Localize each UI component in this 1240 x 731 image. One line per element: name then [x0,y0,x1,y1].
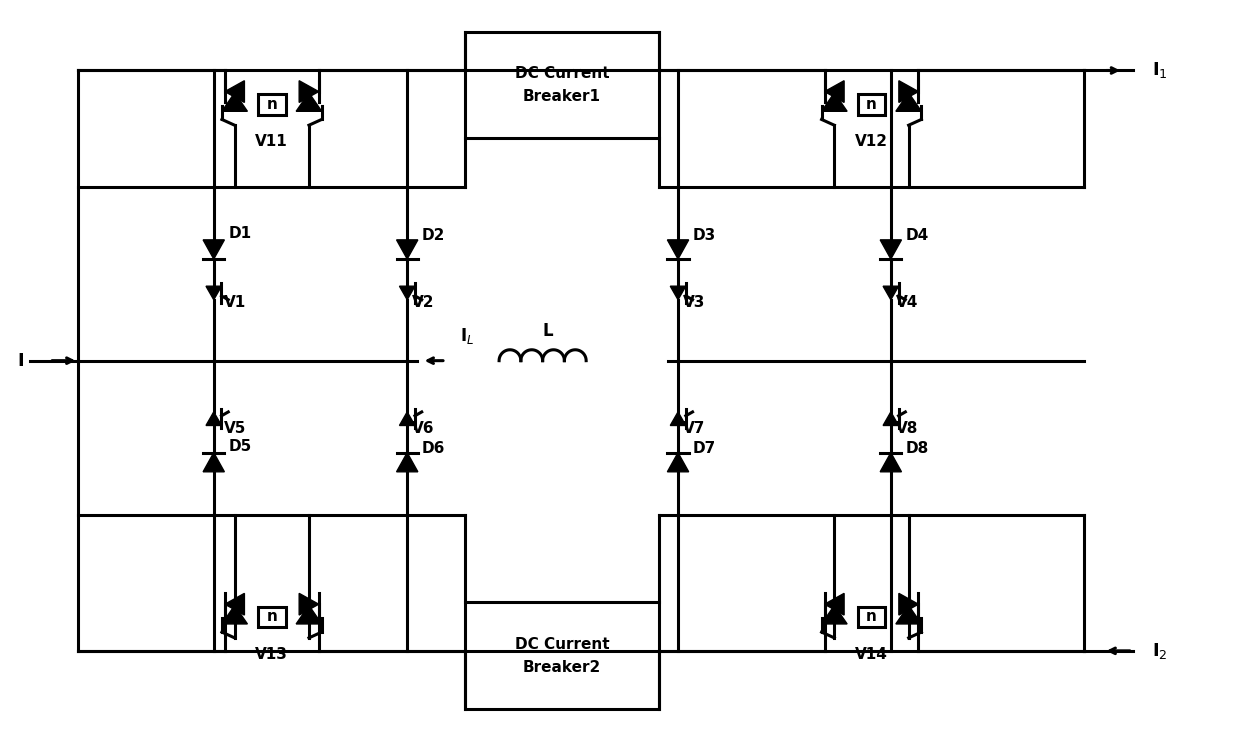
Polygon shape [224,594,244,615]
Polygon shape [671,286,686,300]
Polygon shape [206,286,222,300]
Text: Breaker1: Breaker1 [523,89,601,104]
Text: V3: V3 [683,295,706,311]
Polygon shape [880,452,901,471]
Polygon shape [299,594,319,615]
Text: D1: D1 [228,226,252,240]
Text: n: n [866,610,877,624]
Polygon shape [399,412,415,425]
Text: I: I [17,352,24,370]
Polygon shape [296,93,321,111]
Polygon shape [895,93,921,111]
Text: I$_2$: I$_2$ [1152,641,1168,661]
Polygon shape [299,80,319,102]
Text: n: n [267,610,278,624]
Text: D2: D2 [422,228,445,243]
Bar [858,607,885,627]
Text: I$_1$: I$_1$ [1152,61,1168,80]
Polygon shape [671,412,686,425]
Text: n: n [267,96,278,112]
Text: V13: V13 [255,647,288,662]
Text: V12: V12 [856,134,888,149]
Text: DC Current: DC Current [515,637,609,651]
Bar [465,602,658,709]
Polygon shape [222,93,248,111]
Text: DC Current: DC Current [515,66,609,81]
Polygon shape [667,452,688,471]
Polygon shape [399,286,415,300]
Polygon shape [397,452,418,471]
Text: V14: V14 [856,647,888,662]
Text: D6: D6 [422,441,445,455]
Bar [258,94,285,115]
Text: Breaker2: Breaker2 [523,660,601,675]
Text: D5: D5 [228,439,252,454]
Polygon shape [899,80,919,102]
Polygon shape [203,452,224,471]
Bar [258,607,285,627]
Text: V5: V5 [223,421,246,436]
Text: D4: D4 [905,228,929,243]
Polygon shape [203,240,224,259]
Text: D7: D7 [693,441,715,455]
Polygon shape [822,93,847,111]
Polygon shape [825,80,844,102]
Bar [465,31,658,138]
Polygon shape [222,605,248,624]
Bar [858,94,885,115]
Polygon shape [667,240,688,259]
Text: D3: D3 [693,228,715,243]
Polygon shape [899,594,919,615]
Text: V11: V11 [255,134,288,149]
Text: V4: V4 [895,295,918,311]
Text: V2: V2 [412,295,434,311]
Text: V8: V8 [895,421,918,436]
Polygon shape [880,240,901,259]
Text: V6: V6 [412,421,434,436]
Polygon shape [895,605,921,624]
Text: D8: D8 [905,441,929,455]
Text: n: n [866,96,877,112]
Polygon shape [224,80,244,102]
Polygon shape [206,412,222,425]
Text: V1: V1 [223,295,246,311]
Polygon shape [822,605,847,624]
Text: V7: V7 [683,421,706,436]
Polygon shape [296,605,321,624]
Polygon shape [883,412,899,425]
Text: I$_L$: I$_L$ [460,326,475,346]
Polygon shape [883,286,899,300]
Text: L: L [542,322,553,341]
Polygon shape [397,240,418,259]
Polygon shape [825,594,844,615]
